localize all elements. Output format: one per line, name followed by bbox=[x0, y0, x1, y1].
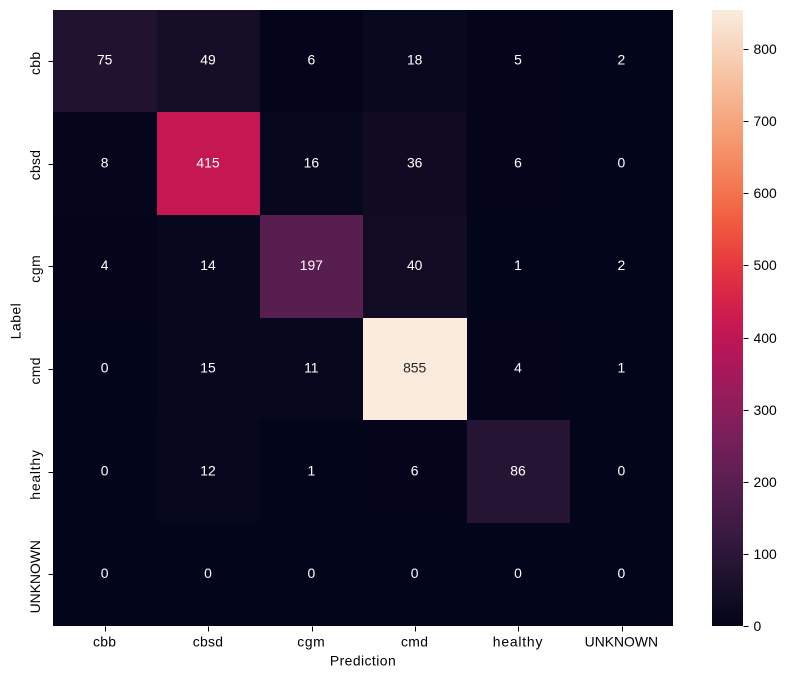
svg-text:0: 0 bbox=[411, 565, 419, 581]
svg-text:cbb: cbb bbox=[93, 634, 116, 650]
svg-text:197: 197 bbox=[300, 257, 323, 273]
svg-text:400: 400 bbox=[754, 330, 777, 346]
svg-text:UNKNOWN: UNKNOWN bbox=[27, 540, 43, 613]
svg-text:0: 0 bbox=[617, 462, 625, 478]
svg-text:0: 0 bbox=[204, 565, 212, 581]
svg-text:6: 6 bbox=[411, 462, 419, 478]
svg-text:0: 0 bbox=[101, 565, 109, 581]
svg-text:Prediction: Prediction bbox=[330, 653, 396, 669]
svg-text:Label: Label bbox=[8, 303, 24, 340]
svg-text:800: 800 bbox=[754, 41, 777, 57]
svg-text:2: 2 bbox=[617, 257, 625, 273]
svg-text:cbb: cbb bbox=[27, 52, 43, 75]
svg-text:cbsd: cbsd bbox=[27, 150, 43, 181]
svg-text:700: 700 bbox=[754, 113, 777, 129]
svg-text:UNKNOWN: UNKNOWN bbox=[585, 634, 658, 650]
svg-text:40: 40 bbox=[407, 257, 423, 273]
svg-text:86: 86 bbox=[510, 462, 526, 478]
svg-text:16: 16 bbox=[304, 154, 320, 170]
svg-text:12: 12 bbox=[200, 462, 216, 478]
svg-text:6: 6 bbox=[514, 154, 522, 170]
svg-text:18: 18 bbox=[407, 52, 423, 68]
svg-text:cbsd: cbsd bbox=[193, 634, 224, 650]
svg-text:cmd: cmd bbox=[401, 634, 428, 650]
svg-text:0: 0 bbox=[514, 565, 522, 581]
svg-text:cgm: cgm bbox=[27, 255, 43, 283]
svg-text:49: 49 bbox=[200, 52, 216, 68]
svg-text:0: 0 bbox=[307, 565, 315, 581]
svg-text:healthy: healthy bbox=[493, 634, 543, 650]
svg-text:75: 75 bbox=[97, 52, 113, 68]
svg-text:855: 855 bbox=[403, 360, 426, 376]
svg-text:11: 11 bbox=[304, 360, 319, 376]
svg-text:600: 600 bbox=[754, 185, 777, 201]
svg-text:1: 1 bbox=[307, 462, 315, 478]
svg-text:4: 4 bbox=[514, 360, 522, 376]
svg-text:415: 415 bbox=[196, 154, 219, 170]
svg-text:0: 0 bbox=[617, 565, 625, 581]
svg-text:0: 0 bbox=[101, 360, 109, 376]
svg-text:15: 15 bbox=[200, 360, 216, 376]
svg-text:6: 6 bbox=[307, 52, 315, 68]
svg-text:5: 5 bbox=[514, 52, 522, 68]
svg-text:cgm: cgm bbox=[297, 634, 325, 650]
svg-text:8: 8 bbox=[101, 154, 109, 170]
svg-text:300: 300 bbox=[754, 402, 777, 418]
svg-text:100: 100 bbox=[754, 546, 777, 562]
svg-text:cmd: cmd bbox=[27, 357, 43, 384]
svg-text:0: 0 bbox=[101, 462, 109, 478]
svg-text:1: 1 bbox=[617, 360, 625, 376]
svg-text:500: 500 bbox=[754, 257, 777, 273]
svg-text:200: 200 bbox=[754, 474, 777, 490]
svg-text:4: 4 bbox=[101, 257, 109, 273]
svg-text:0: 0 bbox=[617, 154, 625, 170]
svg-text:36: 36 bbox=[407, 154, 423, 170]
svg-text:2: 2 bbox=[617, 52, 625, 68]
svg-text:1: 1 bbox=[514, 257, 522, 273]
svg-text:14: 14 bbox=[200, 257, 216, 273]
svg-text:healthy: healthy bbox=[27, 449, 43, 499]
svg-text:0: 0 bbox=[754, 618, 762, 634]
